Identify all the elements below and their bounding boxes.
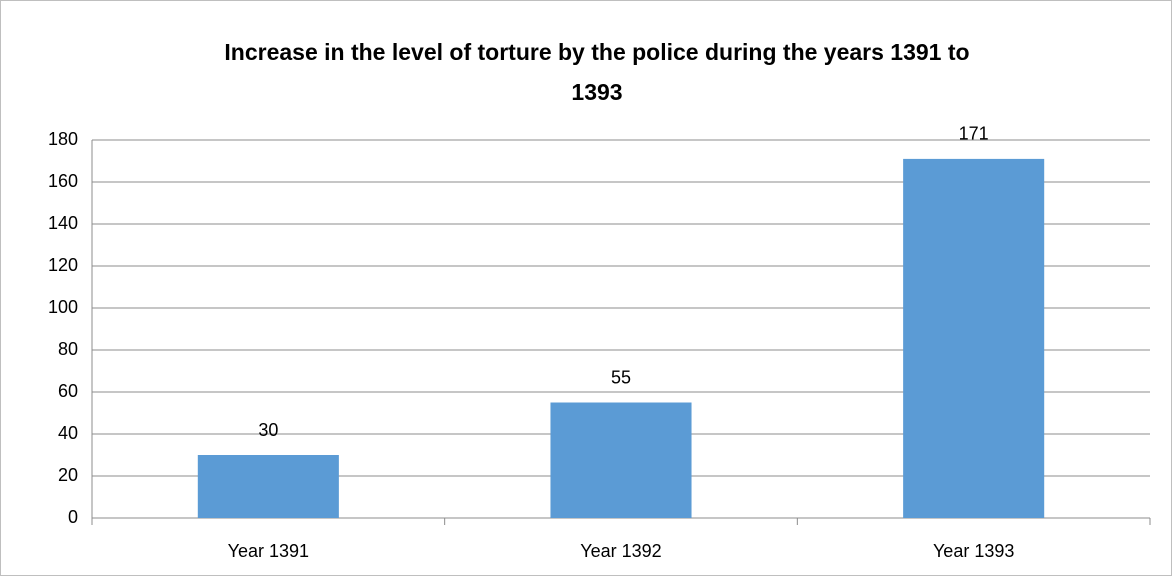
y-tick-label: 180: [48, 129, 78, 149]
y-tick-label: 80: [58, 339, 78, 359]
bar: [550, 402, 692, 518]
y-tick-label: 40: [58, 423, 78, 443]
x-tick-label: Year 1393: [933, 541, 1014, 561]
y-tick-label: 0: [68, 507, 78, 527]
y-tick-label: 120: [48, 255, 78, 275]
data-label: 30: [258, 420, 278, 440]
data-label: 55: [611, 367, 631, 387]
bar: [197, 455, 339, 518]
x-tick-label: Year 1391: [228, 541, 309, 561]
y-tick-label: 20: [58, 465, 78, 485]
y-tick-label: 160: [48, 171, 78, 191]
y-tick-label: 100: [48, 297, 78, 317]
chart-title: Increase in the level of torture by the …: [224, 39, 970, 105]
data-label: 171: [959, 124, 989, 144]
x-tick-label: Year 1392: [580, 541, 661, 561]
bar: [903, 158, 1045, 518]
y-tick-label: 60: [58, 381, 78, 401]
y-tick-label: 140: [48, 213, 78, 233]
